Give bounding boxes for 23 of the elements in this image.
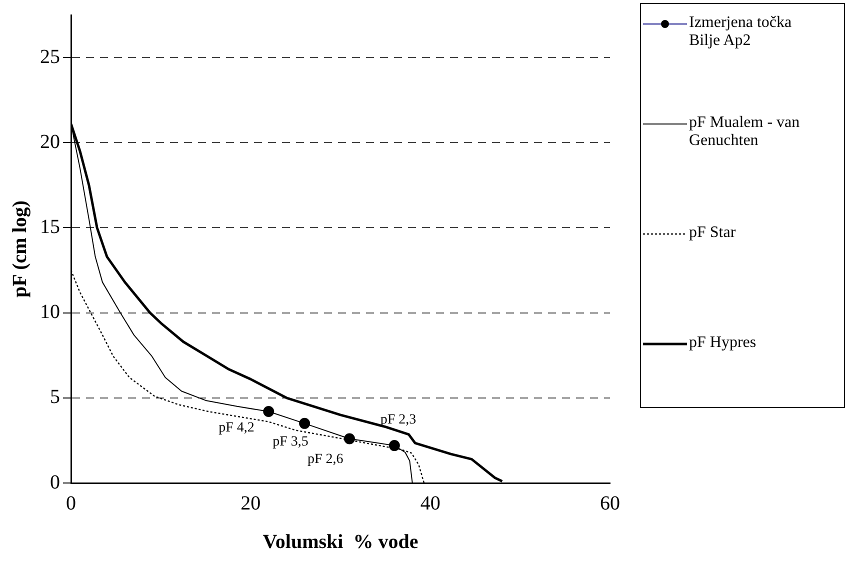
annotation: pF 3,5 — [272, 434, 308, 450]
point — [299, 418, 310, 429]
point — [263, 406, 274, 418]
legend-label: pF Hypres — [689, 334, 758, 352]
y-tick-label: 20 — [40, 130, 60, 153]
point — [388, 440, 400, 452]
legend-label: pF Mualem - van Genuchten — [689, 114, 801, 150]
point — [344, 433, 355, 444]
x-tick-label: 40 — [420, 492, 440, 514]
x-axis-title: Volumski % vode — [262, 531, 418, 554]
annotation: pF 4,2 — [218, 420, 254, 436]
y-tick-label: 0 — [50, 471, 60, 494]
annotation: pF 2,6 — [307, 452, 344, 467]
x-tick-label: 60 — [600, 492, 620, 514]
y-tick-label: 10 — [40, 301, 60, 324]
y-tick-label: 5 — [50, 386, 60, 408]
y-axis-title: pF (cm log) — [9, 200, 32, 298]
y-tick-label: 25 — [40, 46, 60, 68]
x-tick-label: 20 — [240, 492, 261, 514]
legend-label: Izmerjena točka Bilje Ap2 — [689, 14, 793, 50]
y-tick-label: 15 — [40, 216, 60, 238]
x-tick-label: 0 — [66, 492, 76, 514]
legend-label: pF Star — [689, 224, 737, 242]
